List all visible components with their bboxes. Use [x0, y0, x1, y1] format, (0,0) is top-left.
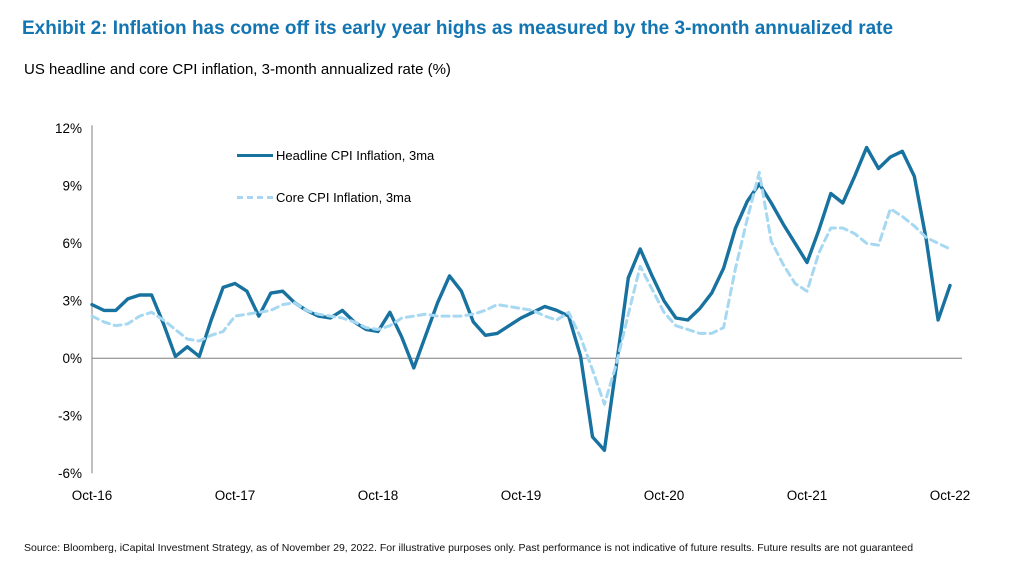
core-series-line	[90, 170, 952, 406]
y-axis-tick-label: 0%	[62, 351, 82, 366]
chart-subtitle: US headline and core CPI inflation, 3-mo…	[24, 61, 451, 78]
core-dashed-line-swatch-icon	[237, 195, 273, 199]
headline-series-line	[90, 145, 952, 452]
x-axis-tick-label: Oct-16	[72, 488, 113, 503]
y-axis-tick-label: 12%	[55, 121, 82, 136]
legend-label-core: Core CPI Inflation, 3ma	[276, 189, 412, 205]
legend-label-headline: Headline CPI Inflation, 3ma	[276, 147, 435, 163]
y-axis-tick-label: 9%	[62, 178, 82, 193]
y-axis-tick-label: 6%	[62, 236, 82, 251]
x-axis-tick-label: Oct-21	[787, 488, 828, 503]
legend-item-core: Core CPI Inflation, 3ma	[237, 189, 434, 205]
x-axis-tick-label: Oct-22	[930, 488, 971, 503]
y-axis-tick-label: -3%	[58, 408, 82, 423]
page-title: Exhibit 2: Inflation has come off its ea…	[22, 18, 894, 39]
x-axis-tick-label: Oct-19	[501, 488, 542, 503]
chart-legend: Headline CPI Inflation, 3ma Core CPI Inf…	[237, 147, 434, 231]
x-axis-tick-label: Oct-17	[215, 488, 256, 503]
legend-item-headline: Headline CPI Inflation, 3ma	[237, 147, 434, 163]
x-axis-tick-label: Oct-20	[644, 488, 685, 503]
y-axis-tick-label: 3%	[62, 293, 82, 308]
x-axis-tick-label: Oct-18	[358, 488, 399, 503]
headline-solid-line-swatch-icon	[237, 153, 273, 157]
y-axis-tick-label: -6%	[58, 466, 82, 481]
source-note: Source: Bloomberg, iCapital Investment S…	[24, 542, 914, 554]
